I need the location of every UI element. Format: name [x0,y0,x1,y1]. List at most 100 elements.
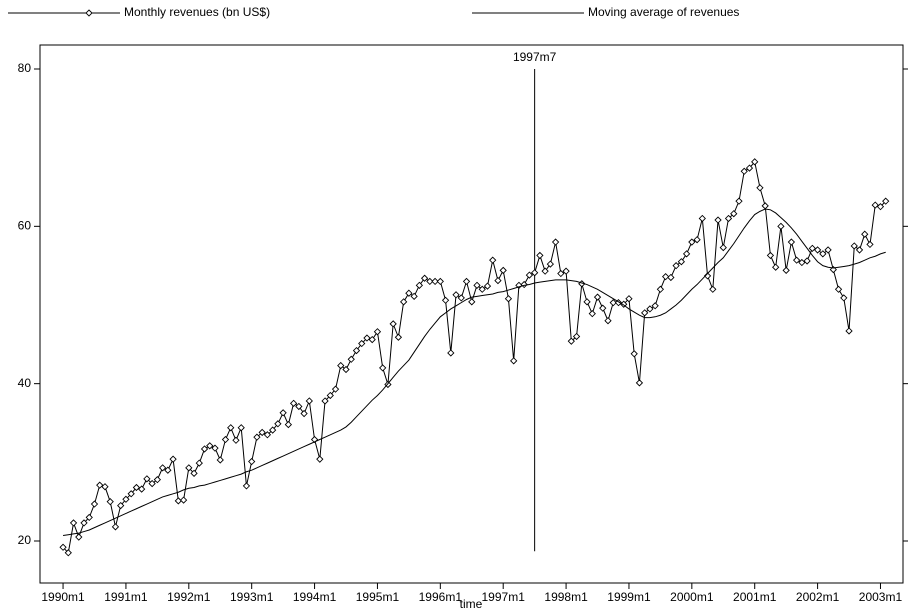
data-point [284,420,293,429]
plot-frame [39,44,904,584]
x-tick-label: 1996m1 [419,590,463,604]
series-line [62,160,887,554]
data-point [269,426,277,434]
data-point [882,197,890,205]
data-point [436,277,444,286]
data-point [441,296,450,304]
data-point [426,277,434,286]
data-point [510,357,518,365]
data-point [850,242,858,250]
data-point [96,481,104,489]
data-point [866,240,874,249]
data-point [740,167,748,175]
data-point [651,302,659,310]
x-tick-label: 1997m1 [482,590,526,604]
data-point [227,424,235,432]
data-point [719,243,727,252]
data-point [64,549,72,557]
data-point [468,298,476,306]
data-point [394,333,403,341]
data-point [667,273,675,282]
data-point [111,523,120,531]
x-tick-label: 1999m1 [607,590,651,604]
data-point [656,285,665,293]
data-point [583,298,591,306]
x-tick-label: 1991m1 [104,590,148,604]
data-point [274,420,282,428]
data-point [525,271,534,279]
data-point [352,346,361,355]
data-point [295,402,303,411]
data-point [557,269,565,278]
data-point [69,519,78,527]
legend-label: Monthly revenues (bn US$) [124,5,270,19]
data-point [379,364,387,372]
data-point [599,304,607,312]
data-point [101,483,109,491]
data-point [766,251,775,260]
x-tick-label: 1993m1 [230,590,274,604]
data-point [190,469,198,477]
data-point [400,298,408,306]
data-point [478,285,486,293]
x-tick-label: 1998m1 [544,590,588,604]
data-point [604,317,612,325]
data-point [457,294,465,302]
data-point [845,327,853,335]
data-point [855,246,864,254]
data-point [373,328,382,336]
data-point [609,298,617,307]
data-point [347,355,355,363]
data-point [635,379,644,387]
data-point [389,320,397,328]
data-point [551,238,560,246]
data-point [158,464,167,472]
data-point [682,250,691,258]
data-point [117,501,125,510]
data-point [106,498,114,506]
data-point [153,475,162,484]
data-point [316,455,324,463]
data-point [206,442,214,450]
data-point [876,203,885,211]
data-point [174,497,182,505]
data-point [289,399,298,407]
data-point [127,490,135,498]
data-point [661,273,670,281]
data-point [169,455,177,463]
data-point [824,246,832,254]
data-point [798,258,806,267]
data-point [221,435,230,444]
data-point [672,262,680,270]
data-point [132,483,141,492]
data-point [808,244,816,252]
x-tick-label: 2001m1 [733,590,777,604]
data-point [415,281,424,289]
data-point [709,285,717,293]
data-point [138,485,146,493]
x-tick-label: 1995m1 [356,590,400,604]
data-point [588,310,596,318]
data-point [630,350,638,358]
data-point [305,397,313,405]
data-point [148,479,156,488]
data-point [405,289,413,297]
data-point [641,309,649,317]
data-point [216,456,224,464]
data-point [840,294,848,302]
data-point [358,339,366,348]
data-point [813,246,822,254]
data-point [504,295,513,303]
y-tick-label: 60 [18,218,32,232]
data-point [714,216,722,224]
data-point [420,274,429,282]
data-point [279,409,287,417]
data-point [531,269,539,277]
data-point [80,519,88,527]
data-point [772,263,780,271]
data-point [232,436,240,444]
data-point [300,409,308,418]
data-point [792,256,801,264]
